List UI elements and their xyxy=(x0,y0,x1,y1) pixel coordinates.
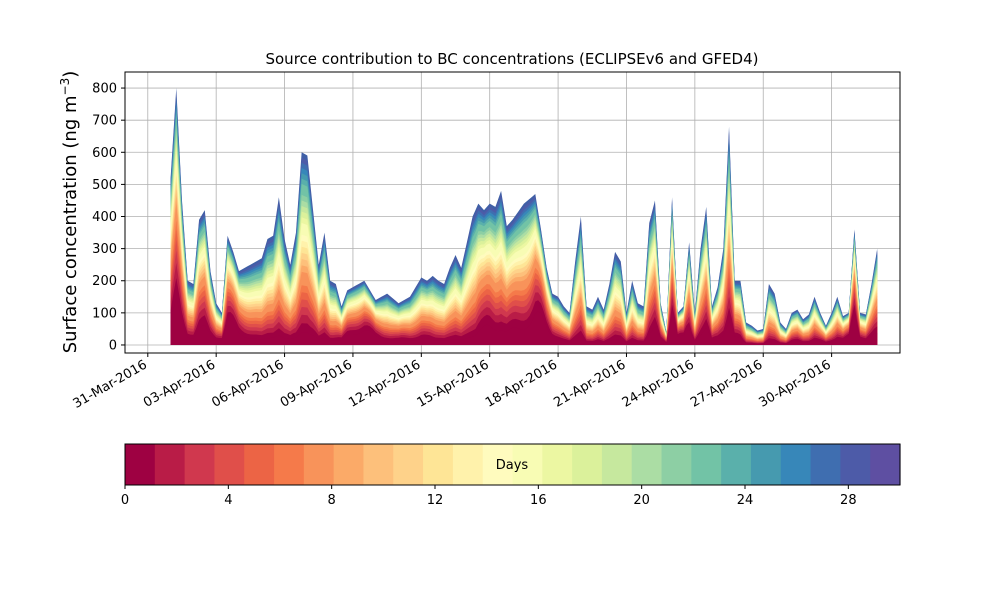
x-tick-label: 31-Mar-2016 xyxy=(71,357,150,411)
colorbar-cell xyxy=(333,444,365,485)
x-tick-label: 18-Apr-2016 xyxy=(483,357,560,410)
y-axis-label-exponent: −3 xyxy=(58,78,72,96)
colorbar-cell xyxy=(661,444,692,485)
x-tick-label: 30-Apr-2016 xyxy=(756,357,833,410)
colorbar-cell xyxy=(482,444,514,485)
area-band-day-4 xyxy=(170,250,878,345)
x-tick-label: 09-Apr-2016 xyxy=(278,357,355,410)
colorbar-tick-label: 4 xyxy=(224,493,232,508)
x-tick-label: 24-Apr-2016 xyxy=(620,357,697,410)
y-axis-label-main: Surface concentration (ng m xyxy=(60,95,81,353)
y-tick-label: 800 xyxy=(92,82,117,97)
colorbar-tick-label: 16 xyxy=(530,493,547,508)
colorbar-frame xyxy=(124,443,901,486)
x-axis: 31-Mar-201603-Apr-201606-Apr-201609-Apr-… xyxy=(71,353,834,412)
colorbar-cell xyxy=(393,444,424,485)
colorbar-cell xyxy=(452,444,484,485)
colorbar-cell xyxy=(810,444,841,485)
colorbar-cell xyxy=(840,444,871,485)
colorbar-cell xyxy=(870,444,901,485)
colorbar-cell xyxy=(750,444,782,485)
y-tick-label: 500 xyxy=(92,178,117,193)
x-tick-label: 03-Apr-2016 xyxy=(141,357,218,410)
colorbar-cell xyxy=(303,444,335,485)
colorbar-cell xyxy=(125,444,156,485)
colorbar-cell xyxy=(184,444,216,485)
colorbar-tick-label: 20 xyxy=(633,493,650,508)
x-tick-label: 06-Apr-2016 xyxy=(209,357,286,410)
colorbar-tick-label: 24 xyxy=(737,493,754,508)
plot-frame xyxy=(124,71,901,354)
colorbar-tick-label: 12 xyxy=(427,493,444,508)
x-tick-label: 21-Apr-2016 xyxy=(551,357,628,410)
colorbar-cell xyxy=(542,444,573,485)
colorbar-tick-label: 28 xyxy=(840,493,857,508)
colorbar-cell xyxy=(244,444,275,485)
colorbar-cell xyxy=(631,444,663,485)
area-band-day-6 xyxy=(170,229,878,345)
y-axis: 0 100 200 300 400 500 600 700 800 xyxy=(92,82,125,353)
y-tick-label: 100 xyxy=(92,306,117,321)
colorbar-tick-label: 0 xyxy=(121,493,129,508)
x-tick-label: 12-Apr-2016 xyxy=(346,357,423,410)
x-tick-label: 15-Apr-2016 xyxy=(415,357,492,410)
colorbar-label: Days xyxy=(496,458,529,473)
colorbar-cells xyxy=(125,444,901,485)
y-tick-label: 700 xyxy=(92,114,117,129)
colorbar-cell xyxy=(572,444,603,485)
colorbar-cell xyxy=(154,444,186,485)
x-tick-label: 27-Apr-2016 xyxy=(688,357,765,410)
colorbar-tick-label: 8 xyxy=(328,493,336,508)
colorbar-cell xyxy=(423,444,454,485)
colorbar-cell xyxy=(601,444,633,485)
y-tick-label: 300 xyxy=(92,242,117,257)
y-axis-label: Surface concentration (ng m−3) xyxy=(58,71,81,354)
stacked-area-plot xyxy=(170,88,878,345)
y-tick-label: 600 xyxy=(92,146,117,161)
y-tick-label: 400 xyxy=(92,210,117,225)
colorbar-cell xyxy=(780,444,812,485)
y-tick-label: 0 xyxy=(109,338,117,353)
area-band-day-1 xyxy=(170,297,878,345)
colorbar: Days 0 4 8 12 16 20 24 28 xyxy=(121,443,901,508)
y-tick-label: 200 xyxy=(92,274,117,289)
y-axis-label-close: ) xyxy=(60,71,81,78)
colorbar-cell xyxy=(274,444,305,485)
colorbar-cell xyxy=(363,444,394,485)
chart-title: Source contribution to BC concentrations… xyxy=(265,50,758,68)
colorbar-cell xyxy=(214,444,245,485)
colorbar-ticks: 0 4 8 12 16 20 24 28 xyxy=(121,485,857,508)
colorbar-cell xyxy=(512,444,543,485)
colorbar-cell xyxy=(691,444,722,485)
colorbar-cell xyxy=(721,444,752,485)
area-band-day-5 xyxy=(170,239,878,345)
